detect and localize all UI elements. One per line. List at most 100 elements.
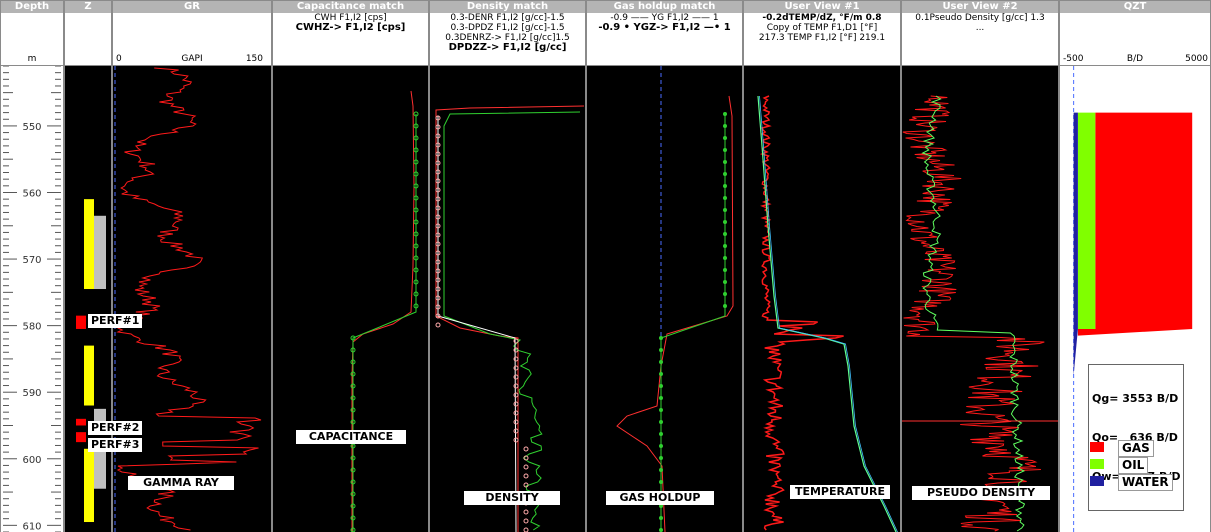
uv2-curve-svg [902,95,1058,532]
qzt-water-area [1073,112,1078,329]
cap-marker [350,515,356,521]
gh-marker [659,516,663,520]
cap-marker [413,147,419,153]
den-marker [513,347,519,353]
uv1-track: User View #1 -0.2dTEMP/dZ, °F/m 0.8 Copy… [743,0,901,532]
gr-track: GR 0 GAPI 150 [112,0,272,532]
gh-title: Gas holdup match [587,1,742,13]
cap-marker [413,183,419,189]
den-title: Density match [430,1,585,13]
gh-marker [723,172,727,176]
gh-marker [723,244,727,248]
cap-marker [413,195,419,201]
cap-marker [413,123,419,129]
uv1-line2: Copy of TEMP F1,D1 [°F] [766,23,878,33]
gh-marker [723,196,727,200]
gh-marker [659,360,663,364]
qzt-track: QZT -500 B/D 5000 Qg= 3553 B/D Qo= 636 B… [1059,0,1211,532]
den-marker [435,286,441,292]
depth-scale: 550 560 570 580 590 600 610 [0,66,64,532]
gr-curve [116,67,262,531]
cap-marker [350,347,356,353]
uv1-curve-svg [757,95,898,532]
qzt-scale-min: -500 [1063,54,1084,64]
gh-marker [723,124,727,128]
depth-unit: m [1,54,63,64]
cap-line1: CWH F1,I2 [cps] [314,13,387,23]
den-line4: DPDZZ-> F1,I2 [g/cc] [448,42,567,53]
den-marker [435,178,441,184]
cap-header: Capacitance match CWH F1,I2 [cps] CWHZ->… [272,0,429,66]
zone-yellow-block [84,448,94,523]
den-marker [435,223,441,229]
den-marker [435,214,441,220]
cap-marker [350,371,356,377]
uv1-title: User View #1 [744,1,900,13]
legend-gas-swatch [1090,442,1104,452]
den-marker [435,232,441,238]
gh-marker [659,432,663,436]
cap-marker [413,291,419,297]
legend-water: WATER [1090,474,1180,491]
den-marker [513,419,519,425]
cap-marker [350,335,356,341]
perf2-label: PERF#2 [88,421,143,435]
cap-line2: CWHZ-> F1,I2 [cps] [295,22,406,33]
gh-marker [659,528,663,532]
capacitance-label: CAPACITANCE [296,430,406,444]
uv1-dtemp-curve [759,95,844,531]
qzt-scale-unit: B/D [1126,54,1144,64]
gh-marker [723,292,727,296]
legend-oil-label: OIL [1118,457,1149,474]
zone-yellow-block [84,199,94,290]
cap-marker [350,419,356,425]
uv2-pseudo-curve [902,95,1045,532]
gh-marker [723,136,727,140]
depth-header: Depth m [0,0,64,66]
den-marker [513,374,519,380]
qzt-rate-gas: Qg= 3553 B/D [1092,392,1179,405]
qzt-header: QZT -500 B/D 5000 [1059,0,1211,66]
cap-marker [350,503,356,509]
gh-marker [659,408,663,412]
gh-marker [723,268,727,272]
den-marker [523,509,529,515]
uv1-header: User View #1 -0.2dTEMP/dZ, °F/m 0.8 Copy… [743,0,901,66]
uv2-track: User View #2 0.1Pseudo Density [g/cc] 1.… [901,0,1059,532]
den-marker [435,250,441,256]
den-marker [513,365,519,371]
qzt-water-taper [1073,329,1078,376]
den-line3: 0.3DENRZ-> F1,I2 [g/cc]1.5 [445,33,570,43]
uv2-line1: 0.1Pseudo Density [g/cc] 1.3 [915,13,1045,23]
den-marker [523,482,529,488]
den-curve-svg [435,105,585,532]
gh-ygz-curve [660,114,726,532]
cap-marker [350,479,356,485]
den-marker [435,160,441,166]
legend-oil-swatch [1090,459,1104,469]
cap-marker [413,255,419,261]
zone-grey-block [94,448,106,489]
cap-marker [350,407,356,413]
den-marker [513,338,519,344]
qzt-gas-taper [1077,329,1193,336]
gh-marker [723,112,727,116]
den-marker [513,392,519,398]
qzt-oil-area [1077,112,1096,329]
cap-marker [413,135,419,141]
cap-curve-svg [350,90,419,532]
depth-tick-label: 550 [22,122,41,133]
gh-marker [659,504,663,508]
gh-marker [659,468,663,472]
qzt-flow-svg [1073,66,1193,532]
uv2-body [901,66,1059,532]
gh-marker [723,160,727,164]
gh-marker [659,456,663,460]
cap-marker [350,443,356,449]
perf3-label: PERF#3 [88,438,143,452]
gh-track: Gas holdup match -0.9 —— YG F1,I2 —— 1 -… [586,0,743,532]
den-marker [523,446,529,452]
den-marker [513,428,519,434]
legend-gas: GAS [1090,440,1180,457]
temperature-label: TEMPERATURE [790,485,890,499]
